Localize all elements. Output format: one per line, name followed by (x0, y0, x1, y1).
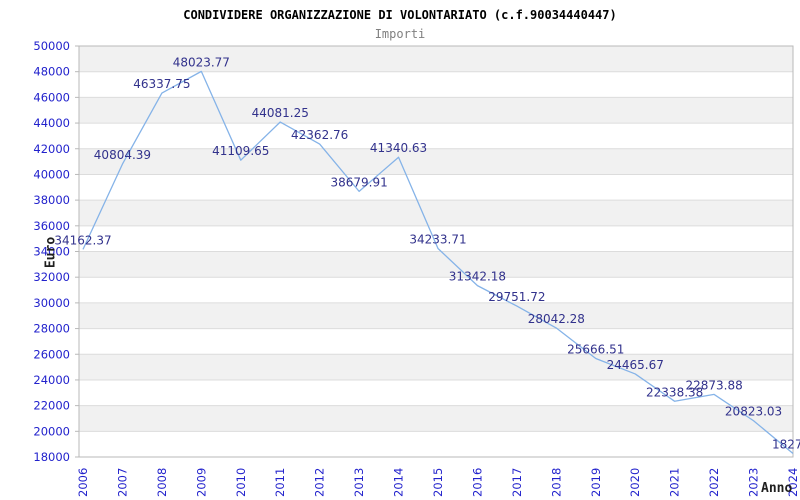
data-point-label: 48023.77 (173, 55, 230, 69)
y-axis-tick-label: 38000 (33, 193, 70, 207)
y-axis-tick-label: 36000 (33, 219, 70, 233)
y-axis-tick-label: 26000 (33, 347, 70, 361)
y-axis-tick-label: 44000 (33, 116, 70, 130)
plot-band (79, 354, 793, 380)
x-axis-tick-label: 2019 (589, 468, 603, 497)
plot-band (79, 148, 793, 175)
plot-band (79, 405, 793, 432)
y-axis-title: Euro (43, 236, 59, 269)
x-axis-tick-label: 2009 (194, 468, 208, 497)
data-point-label: 22873.88 (685, 378, 742, 392)
data-point-label: 46337.75 (133, 77, 190, 91)
y-axis-tick-label: 46000 (33, 90, 70, 104)
x-axis-tick-label: 2011 (273, 468, 287, 497)
y-axis-tick-label: 48000 (33, 65, 70, 79)
x-axis-tick-label: 2017 (510, 468, 524, 497)
y-axis-tick-label: 28000 (33, 322, 70, 336)
y-axis-tick-label: 22000 (33, 399, 70, 413)
plot-border (78, 45, 794, 458)
x-axis-tick-label: 2013 (352, 468, 366, 497)
data-line (82, 70, 794, 454)
plot-band (79, 97, 793, 124)
x-axis-tick-label: 2012 (313, 468, 327, 497)
x-axis-tick-label: 2016 (470, 468, 484, 497)
x-axis-tick-label: 2018 (549, 468, 563, 497)
data-point-label: 24465.67 (607, 358, 664, 372)
x-axis-tick-label: 2007 (115, 468, 129, 497)
y-axis-tick-label: 18000 (33, 450, 70, 464)
y-axis-tick-label: 40000 (33, 167, 70, 181)
x-axis-tick-label: 2014 (392, 468, 406, 497)
plot-band (79, 200, 793, 226)
data-point-label: 38679.91 (330, 175, 387, 189)
data-point-label: 25666.51 (567, 343, 624, 357)
data-point-label: 34162.37 (54, 233, 111, 247)
plot-band (79, 251, 793, 278)
y-axis-tick-label: 30000 (33, 296, 70, 310)
x-axis-tick-label: 2023 (747, 468, 761, 497)
data-point-label: 42362.76 (291, 128, 348, 142)
data-point-label: 41109.65 (212, 144, 269, 158)
x-axis-tick-label: 2006 (76, 468, 90, 497)
data-point-label: 29751.72 (488, 290, 545, 304)
x-axis-title: Anno (761, 481, 793, 496)
data-point-label: 41340.63 (370, 141, 427, 155)
data-point-label: 44081.25 (252, 106, 309, 120)
plot-band (79, 302, 793, 329)
y-axis-tick-label: 34000 (33, 245, 70, 259)
chart-title: CONDIVIDERE ORGANIZZAZIONE DI VOLONTARIA… (183, 8, 617, 22)
x-axis-tick-label: 2024 (786, 468, 800, 497)
data-point-label: 40804.39 (94, 148, 151, 162)
data-point-label: 31342.18 (449, 270, 506, 284)
x-axis-tick-label: 2022 (707, 468, 721, 497)
data-point-label: 20823.03 (725, 405, 782, 419)
plot-band (79, 46, 793, 72)
y-axis-tick-label: 32000 (33, 270, 70, 284)
x-axis-tick-label: 2020 (628, 468, 642, 497)
x-axis-tick-label: 2008 (155, 468, 169, 497)
y-axis-tick-label: 20000 (33, 424, 70, 438)
x-axis-tick-label: 2015 (431, 468, 445, 497)
y-axis-tick-label: 50000 (33, 39, 70, 53)
x-axis-tick-label: 2010 (234, 468, 248, 497)
data-point-label: 18274. (772, 437, 800, 451)
y-axis-tick-label: 42000 (33, 142, 70, 156)
y-axis-tick-label: 24000 (33, 373, 70, 387)
data-point-label: 34233.71 (409, 232, 466, 246)
data-point-label: 22338.38 (646, 385, 703, 399)
data-point-label: 28042.28 (528, 312, 585, 326)
x-axis-tick-label: 2021 (668, 468, 682, 497)
chart-subtitle: Importi (374, 27, 426, 41)
